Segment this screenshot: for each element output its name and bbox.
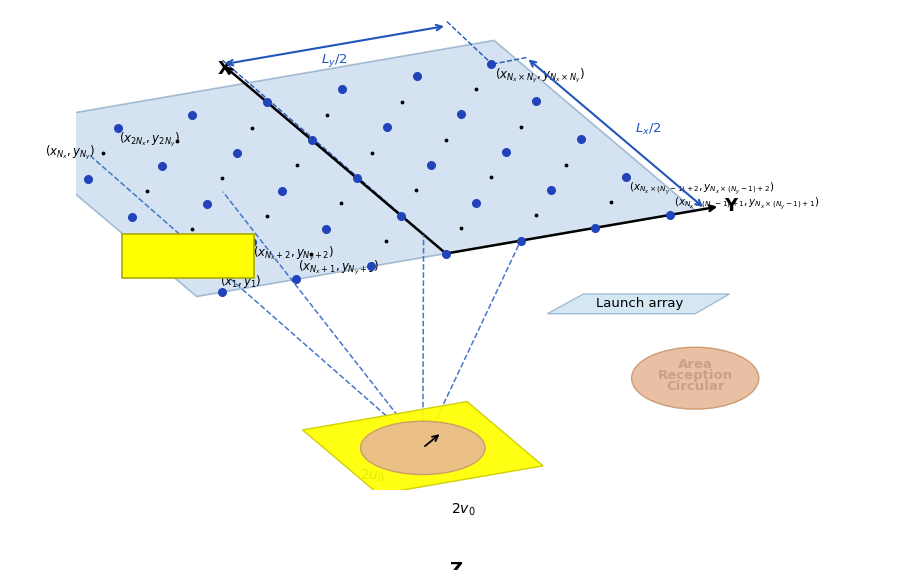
- Text: $r_0$: $r_0$: [444, 434, 456, 450]
- FancyBboxPatch shape: [122, 234, 255, 279]
- Text: $(x_{N_x}, y_{N_y})$: $(x_{N_x}, y_{N_y})$: [44, 144, 95, 162]
- Text: Z: Z: [449, 561, 463, 570]
- Text: Reception Area: Reception Area: [130, 243, 246, 256]
- Text: Circular: Circular: [666, 380, 724, 393]
- Text: Reception: Reception: [658, 369, 733, 382]
- Text: X: X: [217, 60, 231, 78]
- Text: Y: Y: [724, 197, 737, 215]
- Ellipse shape: [632, 347, 759, 409]
- Text: $L_x/2$: $L_x/2$: [634, 122, 661, 137]
- Text: Area: Area: [678, 358, 713, 371]
- Text: $(x_{N_x+2}, y_{N_y+2})$: $(x_{N_x+2}, y_{N_y+2})$: [254, 245, 335, 263]
- Text: $(x_{N_x+1}, y_{N_y+1})$: $(x_{N_x+1}, y_{N_y+1})$: [298, 259, 379, 277]
- Text: Square: Square: [161, 256, 215, 268]
- Polygon shape: [302, 401, 543, 494]
- Text: $(x_1, y_1)$: $(x_1, y_1)$: [220, 272, 261, 290]
- Text: $(x_{2N_x}, y_{2N_y})$: $(x_{2N_x}, y_{2N_y})$: [120, 131, 180, 149]
- Ellipse shape: [361, 421, 485, 475]
- Text: $2v_0$: $2v_0$: [451, 502, 475, 518]
- Text: $\Psi_T$: $\Psi_T$: [403, 458, 423, 475]
- Text: $L_y/2$: $L_y/2$: [321, 52, 347, 69]
- Text: $(x_2, y_2)$: $(x_2, y_2)$: [153, 258, 194, 275]
- Text: $\Psi_c$: $\Psi_c$: [398, 455, 416, 471]
- Text: Launch array: Launch array: [596, 297, 683, 310]
- Text: $(x_{N_x\times(N_y-1)+1}, y_{N_x\times(N_y-1)+1})$: $(x_{N_x\times(N_y-1)+1}, y_{N_x\times(N…: [674, 196, 819, 211]
- Text: $2u_0$: $2u_0$: [361, 468, 385, 484]
- Polygon shape: [0, 40, 695, 296]
- Text: $(x_{N_x\times N_y}, y_{N_x\times N_y})$: $(x_{N_x\times N_y}, y_{N_x\times N_y})$: [495, 67, 585, 85]
- Polygon shape: [547, 294, 730, 314]
- Text: $(x_{N_x\times(N_y-1)+2}, y_{N_x\times(N_y-1)+2})$: $(x_{N_x\times(N_y-1)+2}, y_{N_x\times(N…: [629, 181, 774, 197]
